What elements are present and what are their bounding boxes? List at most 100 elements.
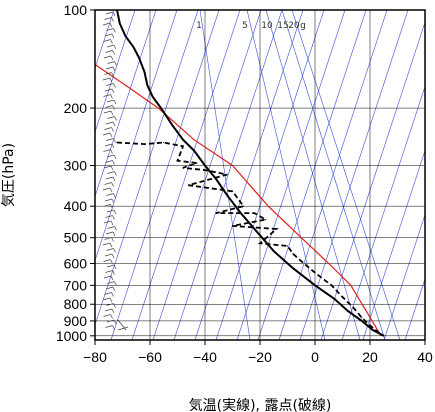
isotherm-line	[95, 10, 136, 134]
dewpoint-point	[330, 284, 333, 286]
wind-barb-flag	[113, 248, 116, 253]
temperature-point	[138, 57, 140, 59]
wind-barb-shaft	[105, 121, 114, 125]
dewpoint-point	[163, 141, 165, 144]
wind-barb-flag	[113, 264, 117, 270]
temperature-point	[193, 149, 195, 152]
wind-barb-shaft	[106, 248, 114, 251]
wind-barb-shaft	[102, 22, 111, 26]
wind-barb	[105, 325, 115, 330]
dewpoint-point	[196, 162, 198, 164]
temperature-point	[171, 124, 173, 126]
temperature-line	[116, 10, 385, 337]
wind-barb-shaft	[104, 88, 113, 92]
wind-barb-flag	[112, 11, 116, 17]
dewpoint-point	[286, 245, 289, 247]
mixing-ratio-line	[291, 10, 401, 340]
wind-barb-flag	[112, 176, 116, 182]
wind-barb	[104, 182, 114, 187]
wind-barb-shaft	[105, 50, 113, 53]
wind-barb-flag	[109, 132, 113, 138]
wind-barb	[103, 204, 113, 209]
isotherm-line	[299, 10, 409, 340]
wind-barb-shaft	[107, 281, 115, 284]
wind-barb	[104, 17, 114, 22]
temperature-point	[124, 35, 126, 37]
temperature-point	[314, 284, 316, 286]
dewpoint-point	[361, 317, 363, 319]
wind-barb	[103, 39, 113, 44]
wind-barb	[102, 22, 113, 28]
dewpoint-point	[314, 272, 316, 274]
wind-barb	[103, 149, 113, 154]
isotherm-line	[173, 10, 283, 340]
y-tick-label: 100	[64, 2, 88, 18]
wind-barb-shaft	[107, 116, 115, 119]
mixing-ratio-label: 15	[277, 21, 288, 31]
temperature-point	[361, 320, 363, 322]
wind-barb	[103, 165, 114, 171]
isotherm-line	[426, 10, 435, 340]
dewpoint-point	[204, 169, 206, 171]
isotherm-line	[341, 85, 425, 340]
wind-barb-flag	[112, 105, 115, 110]
wind-barb	[104, 308, 115, 314]
dewpoint-point	[253, 212, 256, 214]
dewpoint-point	[182, 167, 184, 169]
wind-barb	[106, 99, 117, 105]
wind-barb-shaft	[103, 204, 111, 207]
wind-barb-flag	[111, 33, 115, 39]
wind-barb	[105, 121, 116, 127]
temperature-point	[226, 194, 228, 196]
wind-barb-shaft	[105, 286, 114, 290]
x-tick-label: −80	[83, 349, 107, 365]
dewpoint-point	[264, 219, 267, 221]
y-tick-label: 200	[64, 100, 88, 116]
wind-barb-shaft	[105, 325, 113, 328]
isotherm-line	[257, 10, 367, 340]
parcel-curve-group	[95, 64, 382, 337]
dewpoint-point	[259, 242, 261, 244]
wind-barb-shaft	[106, 193, 114, 196]
wind-barb-shaft	[102, 297, 111, 301]
y-tick-label: 300	[64, 157, 88, 173]
temperature-point	[292, 267, 294, 269]
wind-barb	[105, 231, 116, 237]
temperature-point	[383, 335, 385, 337]
plot-area	[95, 10, 435, 340]
dewpoint-point	[341, 296, 344, 298]
wind-barb-flag	[110, 110, 114, 116]
wind-barb-flag	[111, 72, 114, 77]
wind-barb-shaft	[104, 198, 113, 202]
mixing-ratio-labels: 1 5 10 15 20 g	[196, 21, 306, 31]
temperature-point	[146, 84, 148, 86]
wind-barb	[105, 11, 116, 17]
wind-barb-shaft	[104, 33, 113, 37]
x-axis-label: 気温(実線), 露点(破線)	[189, 398, 332, 412]
wind-barb	[104, 253, 115, 259]
wind-barb	[106, 83, 116, 88]
wind-barb-flag	[114, 171, 117, 176]
wind-barb-shaft	[103, 259, 111, 262]
wind-barb	[104, 237, 114, 242]
x-tick-label: 20	[362, 349, 378, 365]
x-tick-label: −40	[193, 349, 217, 365]
isotherm-line	[152, 10, 262, 340]
temperature-point	[333, 298, 335, 300]
wind-barb-shaft	[106, 264, 115, 268]
isotherm-lines	[95, 10, 435, 340]
wind-barb-flag	[109, 22, 113, 28]
wind-barb-shaft	[103, 149, 111, 152]
wind-barb-shaft	[107, 61, 115, 64]
mixing-ratio-line	[281, 10, 386, 340]
wind-barb-shaft	[105, 231, 114, 235]
wind-barb	[105, 160, 115, 165]
wind-barb-flag	[112, 160, 115, 165]
wind-barb	[104, 127, 114, 132]
wind-barb-flag	[111, 237, 114, 242]
dewpoint-point	[352, 307, 355, 309]
wind-barb-shaft	[106, 319, 115, 323]
wind-barb	[106, 319, 117, 325]
dewpoint-point	[215, 212, 217, 214]
